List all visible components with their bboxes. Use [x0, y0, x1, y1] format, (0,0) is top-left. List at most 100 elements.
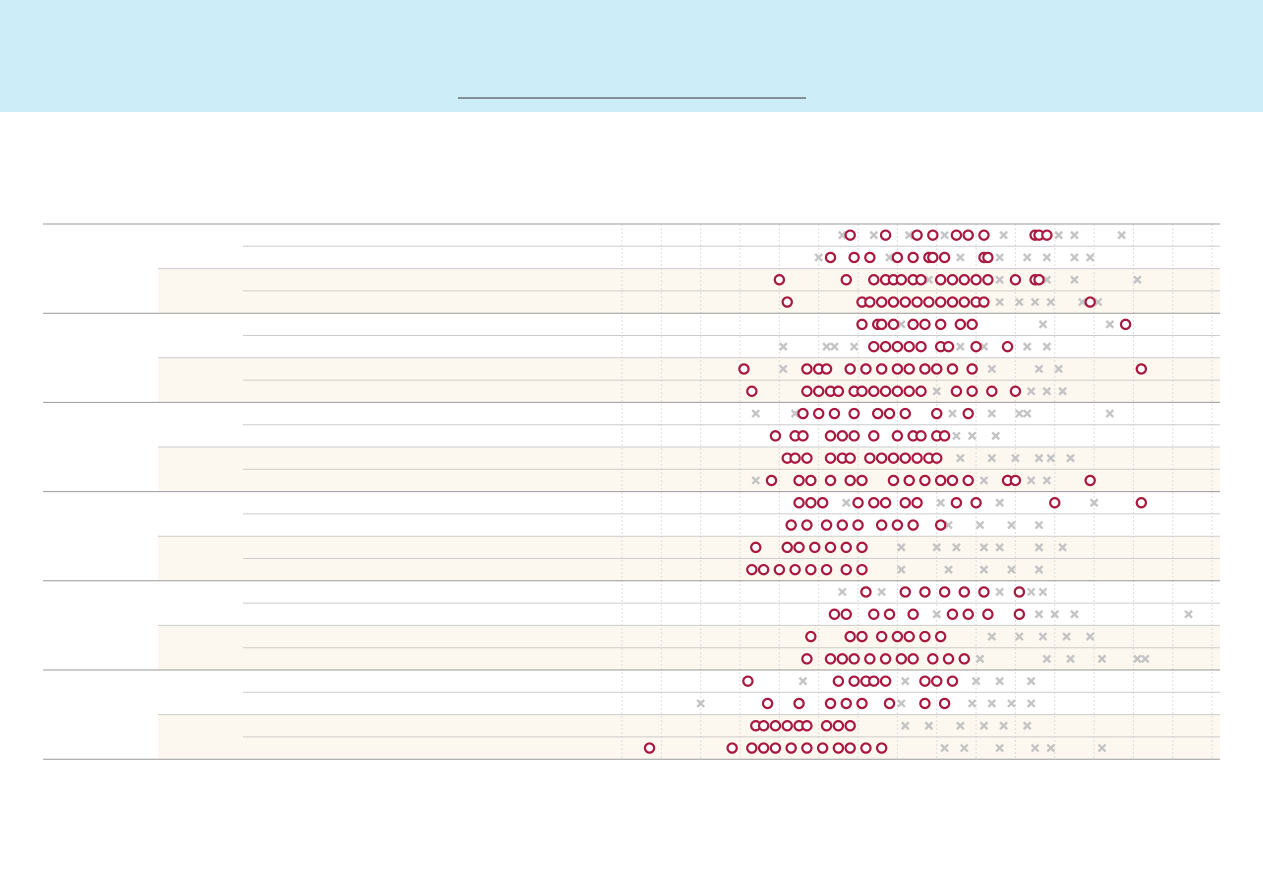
- cross-marker: [869, 230, 879, 240]
- cross-marker: [1007, 520, 1016, 530]
- circle-marker: [907, 608, 919, 620]
- circle-marker: [946, 363, 959, 375]
- cross-marker: [1026, 676, 1036, 686]
- circle-marker: [801, 653, 813, 665]
- circle-marker: [789, 563, 801, 576]
- circle-marker: [805, 497, 817, 509]
- circle-marker: [883, 407, 896, 420]
- circle-marker: [805, 630, 817, 643]
- circle-marker: [864, 296, 876, 308]
- circle-marker: [958, 586, 970, 598]
- circle-marker: [911, 229, 923, 241]
- cross-marker: [778, 342, 788, 351]
- circle-marker: [840, 274, 852, 286]
- circle-marker: [1009, 274, 1022, 286]
- circle-marker: [864, 251, 876, 264]
- circle-marker: [879, 497, 892, 509]
- circle-marker: [1119, 318, 1132, 331]
- circle-marker: [970, 340, 982, 353]
- circle-marker: [946, 474, 959, 487]
- circle-marker: [824, 653, 837, 665]
- circle-marker: [868, 675, 880, 687]
- circle-marker: [1033, 274, 1045, 286]
- circle-marker: [824, 430, 837, 442]
- cross-marker: [959, 743, 969, 753]
- circle-marker: [978, 296, 990, 308]
- cross-marker: [999, 230, 1008, 240]
- circle-marker: [875, 519, 888, 531]
- circle-marker: [868, 608, 880, 620]
- cross-marker: [778, 364, 788, 374]
- cross-marker: [995, 587, 1005, 597]
- circle-marker: [872, 407, 884, 420]
- circle-marker: [907, 318, 919, 331]
- circle-marker: [883, 697, 896, 710]
- circle-marker: [813, 407, 825, 420]
- circle-marker: [875, 742, 888, 754]
- cross-marker: [1042, 342, 1052, 351]
- circle-marker: [793, 497, 805, 509]
- circle-marker: [781, 541, 793, 554]
- circle-marker: [962, 229, 974, 241]
- cross-marker: [975, 654, 985, 664]
- circle-marker: [927, 251, 939, 264]
- circle-marker: [950, 497, 963, 509]
- circle-marker: [950, 385, 963, 397]
- cross-marker: [830, 342, 839, 351]
- circle-marker: [761, 697, 774, 710]
- circle-marker: [879, 653, 892, 665]
- cross-marker: [896, 543, 906, 552]
- header-band: [0, 0, 1263, 112]
- circle-marker: [1049, 497, 1061, 509]
- cross-marker: [995, 743, 1005, 753]
- cross-marker: [1030, 297, 1040, 307]
- circle-marker: [844, 474, 856, 487]
- circle-marker: [982, 274, 994, 286]
- cross-marker: [1042, 253, 1052, 262]
- cross-marker: [1022, 409, 1032, 418]
- circle-marker: [848, 407, 860, 420]
- circle-marker: [840, 608, 852, 620]
- cross-marker: [1007, 565, 1016, 574]
- circle-marker: [746, 563, 758, 576]
- circle-marker: [856, 541, 868, 554]
- cross-marker: [1070, 230, 1079, 240]
- cross-marker: [1097, 743, 1107, 753]
- circle-marker: [911, 497, 923, 509]
- cross-marker: [1026, 476, 1036, 485]
- circle-marker: [891, 363, 904, 375]
- cross-marker: [932, 386, 942, 396]
- cross-marker: [955, 453, 965, 463]
- circle-marker: [875, 318, 888, 331]
- cross-marker: [885, 253, 894, 262]
- circle-marker: [879, 340, 892, 353]
- cross-marker: [1062, 632, 1071, 641]
- circle-marker: [757, 742, 770, 754]
- circle-marker: [1013, 608, 1026, 620]
- circle-marker: [931, 407, 943, 420]
- cross-marker: [1030, 743, 1040, 753]
- circle-marker: [746, 742, 758, 754]
- circle-marker: [934, 519, 947, 531]
- circle-marker: [1135, 497, 1148, 509]
- circle-marker: [816, 497, 829, 509]
- circle-marker: [1009, 385, 1022, 397]
- cross-marker: [896, 320, 906, 329]
- circle-marker: [797, 430, 809, 442]
- circle-marker: [773, 563, 786, 576]
- circle-marker: [816, 742, 829, 754]
- circle-marker: [785, 742, 797, 754]
- cross-marker: [798, 676, 808, 686]
- circle-marker: [966, 318, 978, 331]
- cross-marker: [979, 476, 989, 485]
- cross-marker: [1054, 364, 1064, 374]
- circle-marker: [946, 608, 959, 620]
- cross-marker: [995, 297, 1005, 307]
- circle-marker: [805, 474, 817, 487]
- circle-marker: [875, 630, 888, 643]
- circle-marker: [801, 519, 813, 531]
- cross-marker: [952, 543, 961, 552]
- cross-marker: [841, 498, 851, 508]
- cross-marker: [979, 721, 989, 731]
